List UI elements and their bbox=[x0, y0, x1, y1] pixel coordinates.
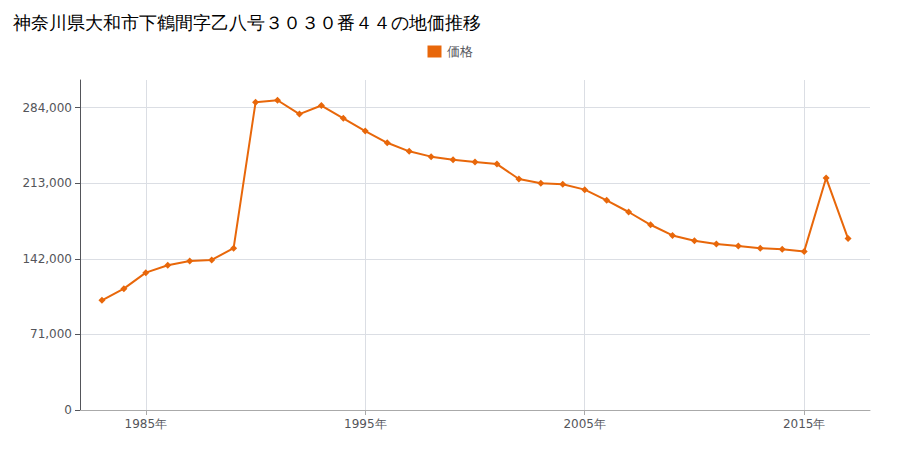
svg-text:2015年: 2015年 bbox=[783, 417, 826, 431]
svg-text:1995年: 1995年 bbox=[344, 417, 387, 431]
svg-text:2005年: 2005年 bbox=[563, 417, 606, 431]
svg-text:71,000: 71,000 bbox=[30, 327, 72, 341]
svg-text:1985年: 1985年 bbox=[125, 417, 168, 431]
svg-text:神奈川県大和市下鶴間字乙八号３０３０番４４の地価推移: 神奈川県大和市下鶴間字乙八号３０３０番４４の地価推移 bbox=[13, 12, 481, 33]
svg-text:価格: 価格 bbox=[447, 44, 473, 59]
svg-text:0: 0 bbox=[64, 403, 72, 417]
svg-text:213,000: 213,000 bbox=[22, 176, 72, 190]
svg-text:142,000: 142,000 bbox=[22, 252, 72, 266]
svg-text:284,000: 284,000 bbox=[22, 101, 72, 115]
